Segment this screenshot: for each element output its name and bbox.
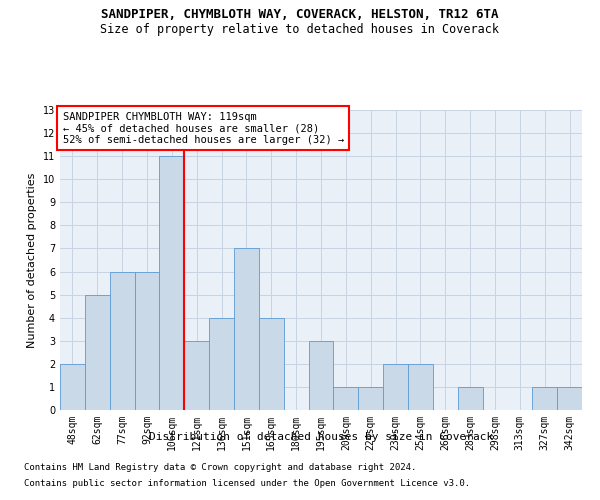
Bar	[334, 387, 358, 410]
Bar	[209, 318, 234, 410]
Bar	[532, 387, 557, 410]
Bar	[557, 387, 582, 410]
Text: Distribution of detached houses by size in Coverack: Distribution of detached houses by size …	[149, 432, 493, 442]
Y-axis label: Number of detached properties: Number of detached properties	[27, 172, 37, 348]
Bar	[134, 272, 160, 410]
Bar	[308, 341, 334, 410]
Text: Size of property relative to detached houses in Coverack: Size of property relative to detached ho…	[101, 22, 499, 36]
Bar	[458, 387, 482, 410]
Bar	[358, 387, 383, 410]
Bar	[383, 364, 408, 410]
Bar	[184, 341, 209, 410]
Text: Contains public sector information licensed under the Open Government Licence v3: Contains public sector information licen…	[24, 478, 470, 488]
Bar	[408, 364, 433, 410]
Text: Contains HM Land Registry data © Crown copyright and database right 2024.: Contains HM Land Registry data © Crown c…	[24, 464, 416, 472]
Bar	[160, 156, 184, 410]
Bar	[259, 318, 284, 410]
Bar	[60, 364, 85, 410]
Bar	[85, 294, 110, 410]
Text: SANDPIPER CHYMBLOTH WAY: 119sqm
← 45% of detached houses are smaller (28)
52% of: SANDPIPER CHYMBLOTH WAY: 119sqm ← 45% of…	[62, 112, 344, 144]
Bar	[234, 248, 259, 410]
Text: SANDPIPER, CHYMBLOTH WAY, COVERACK, HELSTON, TR12 6TA: SANDPIPER, CHYMBLOTH WAY, COVERACK, HELS…	[101, 8, 499, 20]
Bar	[110, 272, 134, 410]
